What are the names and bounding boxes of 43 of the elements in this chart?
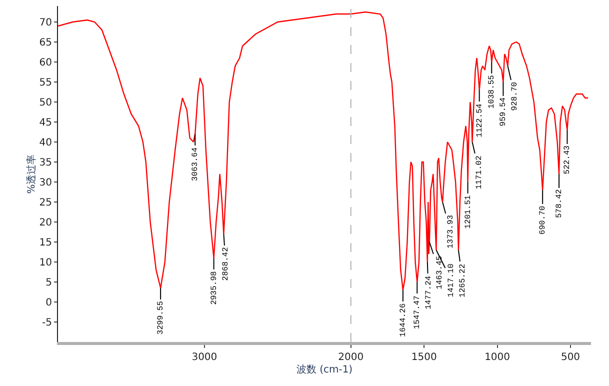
y-tick-label: -5 (42, 318, 52, 328)
annotation: 1038.55 (488, 74, 497, 109)
y-tick-label: 40 (39, 138, 52, 148)
y-tick-label: 30 (39, 178, 52, 188)
y-tick-label: 25 (39, 198, 52, 208)
y-tick-label: 45 (39, 118, 52, 128)
y-tick-label: 35 (39, 158, 52, 168)
y-tick-label: 0 (46, 298, 52, 308)
annotation: 1201.51 (464, 194, 473, 229)
y-tick-label: 55 (39, 78, 52, 88)
x-tick-label: 1000 (484, 352, 510, 363)
y-tick-label: 10 (39, 258, 52, 268)
annotation: 959.54 (499, 97, 508, 126)
y-axis-title: %透过率 (25, 154, 38, 194)
annotation: 1171.02 (475, 155, 484, 190)
annotation: 2868.42 (222, 246, 231, 281)
annotation: 3063.64 (191, 147, 200, 182)
annotation: 1417.10 (447, 263, 456, 298)
annotation: 690.70 (538, 206, 548, 235)
y-tick-label: 5 (46, 278, 52, 288)
annotation: 1265.22 (458, 264, 468, 298)
x-tick-label: 2000 (338, 352, 364, 363)
y-tick-label: 65 (39, 38, 52, 48)
annotation: 2935.98 (210, 270, 219, 305)
y-tick-label: 15 (39, 238, 52, 248)
y-tick-label: 70 (39, 18, 52, 28)
annotation: 928.70 (510, 82, 520, 111)
annotation: 1547.47 (413, 295, 422, 330)
annotation: 1644.26 (398, 303, 408, 337)
y-tick-label: 20 (39, 218, 52, 228)
y-tick-label: 50 (39, 98, 52, 108)
annotation: 1477.24 (424, 276, 434, 310)
x-tick-label: 3000 (192, 352, 218, 363)
x-axis-title: 波数 (cm-1) (296, 364, 353, 376)
annotation: 1122.54 (475, 104, 484, 138)
annotation: 3299.55 (156, 300, 166, 335)
annotation: 1463.45 (435, 256, 444, 290)
annotation: 1373.93 (446, 214, 456, 249)
x-tick-label: 1500 (411, 352, 437, 363)
annotation: 578.42 (555, 189, 564, 218)
y-tick-label: 60 (39, 58, 52, 68)
x-tick-label: 500 (560, 352, 580, 363)
annotation: 522.43 (563, 145, 572, 174)
